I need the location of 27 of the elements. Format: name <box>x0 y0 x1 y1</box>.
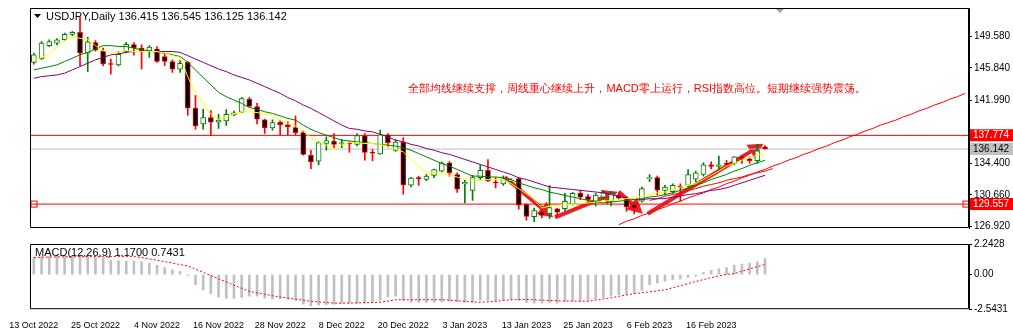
y-tick-label: 126.920 <box>974 219 1011 231</box>
ref-line-label: 137.774 <box>973 129 1010 141</box>
x-tick-label: 13 Oct 2022 <box>9 320 59 331</box>
y-tick-label: 134.400 <box>974 157 1011 169</box>
x-tick-label: 4 Nov 2022 <box>133 320 181 331</box>
y-tick-label: 141.990 <box>974 93 1011 105</box>
y-tick-label: 130.660 <box>974 188 1011 200</box>
ref-line-label: 136.142 <box>973 142 1010 154</box>
annotation: 全部均线继续支撑，周线重心继续上升，MACD零上运行，RSI指数高位。短期继续强势震荡。 <box>408 82 867 95</box>
chart-title: MACD(12,26,9) 1.1700 0.7431 <box>35 246 185 259</box>
x-tick-label: 8 Dec 2022 <box>318 320 365 331</box>
x-tick-label: 6 Feb 2023 <box>626 320 673 331</box>
y-tick-label: -2.5431 <box>974 302 1009 314</box>
ref-line-label: 129.557 <box>973 197 1010 209</box>
chart-title: USDJPY,Daily 136.415 136.545 136.125 136.142 <box>46 10 287 23</box>
y-tick-label: 145.840 <box>974 61 1011 73</box>
x-tick-label: 20 Dec 2022 <box>377 320 429 331</box>
x-tick-label: 25 Jan 2023 <box>563 320 613 331</box>
x-tick-label: 28 Nov 2022 <box>254 320 306 331</box>
x-tick-label: 13 Jan 2023 <box>501 320 552 331</box>
y-tick-label: 0.00 <box>974 268 994 280</box>
x-tick-label: 25 Oct 2022 <box>70 320 120 331</box>
y-tick-label: 149.580 <box>974 30 1011 42</box>
x-tick-label: 16 Feb 2023 <box>685 320 737 331</box>
x-tick-label: 16 Nov 2022 <box>193 320 245 331</box>
x-tick-label: 3 Jan 2023 <box>442 320 488 331</box>
y-tick-label: 2.2428 <box>974 237 1006 249</box>
